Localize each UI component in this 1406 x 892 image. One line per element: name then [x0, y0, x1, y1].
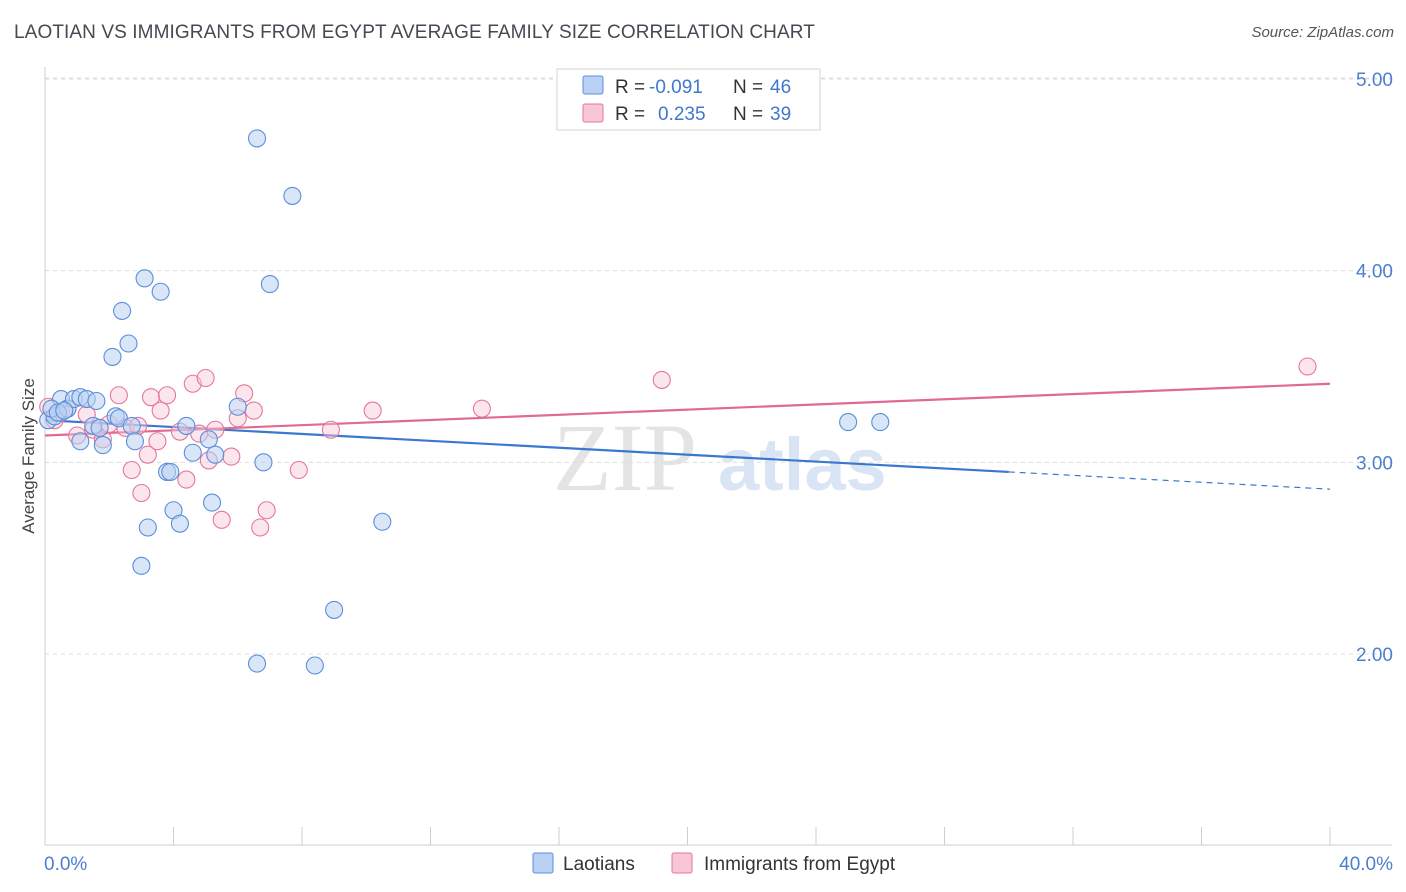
point-laotians — [125, 432, 144, 451]
bottom-legend-swatch-egypt — [671, 852, 693, 874]
point-egypt — [321, 420, 340, 439]
point-laotians — [161, 462, 180, 481]
point-egypt — [141, 388, 161, 407]
point-laotians — [305, 656, 324, 675]
legend-n-value-laotians: 46 — [770, 77, 791, 98]
legend-r-label-2: R = — [615, 104, 645, 125]
point-laotians — [93, 436, 112, 455]
point-laotians — [71, 432, 90, 451]
point-laotians — [203, 493, 222, 512]
legend-swatch-egypt — [582, 103, 604, 123]
x-tick-label-min: 0.0% — [44, 854, 87, 875]
point-laotians — [138, 518, 157, 537]
point-egypt — [652, 370, 671, 389]
point-egypt — [158, 386, 177, 405]
point-egypt — [251, 518, 270, 537]
point-laotians — [135, 269, 154, 288]
y-tick-label: 5.00 — [1356, 70, 1393, 91]
point-egypt — [1298, 357, 1317, 376]
point-laotians — [199, 430, 218, 449]
point-laotians — [283, 186, 302, 205]
point-laotians — [247, 654, 267, 673]
trendline-egypt — [44, 382, 1331, 437]
chart-title: LAOTIAN VS IMMIGRANTS FROM EGYPT AVERAGE… — [14, 22, 815, 43]
point-laotians — [228, 397, 247, 416]
legend-n-label-1: N = — [733, 77, 763, 98]
point-laotians — [871, 413, 890, 432]
point-egypt — [363, 401, 382, 420]
point-egypt — [177, 470, 196, 489]
point-laotians — [373, 512, 392, 531]
point-laotians — [170, 514, 189, 533]
point-egypt — [244, 401, 263, 420]
point-laotians — [122, 416, 141, 435]
point-egypt — [109, 386, 128, 405]
series-legend: Laotians Immigrants from Egypt — [532, 852, 896, 875]
y-tick-label: 4.00 — [1356, 262, 1393, 283]
legend-swatch-laotians — [582, 75, 604, 95]
point-egypt — [148, 432, 167, 451]
point-laotians — [119, 334, 138, 353]
axes — [44, 67, 1392, 846]
point-egypt — [122, 460, 141, 480]
point-laotians — [177, 416, 196, 435]
point-egypt — [472, 399, 491, 418]
point-laotians — [247, 129, 267, 148]
point-egypt — [257, 501, 276, 520]
legend-n-value-egypt: 39 — [770, 104, 791, 125]
y-axis-label: Average Family Size — [19, 378, 38, 534]
data-points — [39, 129, 1317, 675]
point-laotians — [87, 391, 106, 411]
legend-r-value-laotians: -0.091 — [649, 77, 703, 98]
legend-n-label-2: N = — [733, 104, 763, 125]
point-egypt — [138, 445, 157, 464]
point-laotians — [260, 275, 279, 294]
point-laotians — [254, 453, 273, 472]
point-laotians — [839, 413, 858, 432]
y-tick-label: 3.00 — [1356, 453, 1393, 474]
point-egypt — [212, 510, 231, 529]
point-egypt — [196, 368, 215, 388]
y-tick-label: 2.00 — [1356, 645, 1393, 666]
gridlines — [45, 77, 1392, 655]
legend-r-value-egypt: 0.235 — [658, 104, 706, 125]
point-laotians — [206, 445, 225, 464]
point-laotians — [132, 556, 151, 575]
legend-r-label-1: R = — [615, 77, 645, 98]
point-laotians — [325, 600, 344, 619]
bottom-legend-egypt: Immigrants from Egypt — [704, 854, 896, 875]
point-egypt — [132, 483, 151, 503]
point-laotians — [55, 401, 74, 420]
point-laotians — [183, 443, 202, 462]
trendline-laotians-extrapolated — [1008, 471, 1331, 490]
x-tick-labels: 0.0% 40.0% — [44, 854, 1393, 875]
point-egypt — [289, 460, 308, 480]
point-egypt — [222, 447, 241, 466]
watermark-zip: ZIP — [553, 404, 697, 511]
x-tick-label-max: 40.0% — [1339, 854, 1393, 875]
bottom-legend-swatch-laotians — [532, 852, 554, 874]
correlation-legend: R = -0.091 N = 46 R = 0.235 N = 39 — [556, 68, 821, 131]
point-laotians — [113, 301, 132, 320]
point-egypt — [151, 401, 170, 420]
point-laotians — [151, 282, 170, 301]
bottom-legend-laotians: Laotians — [563, 854, 635, 875]
source-credit: Source: ZipAtlas.com — [1251, 24, 1394, 41]
point-laotians — [103, 347, 122, 366]
y-tick-labels: 2.00 3.00 4.00 5.00 — [1356, 70, 1393, 666]
point-laotians — [90, 418, 109, 437]
